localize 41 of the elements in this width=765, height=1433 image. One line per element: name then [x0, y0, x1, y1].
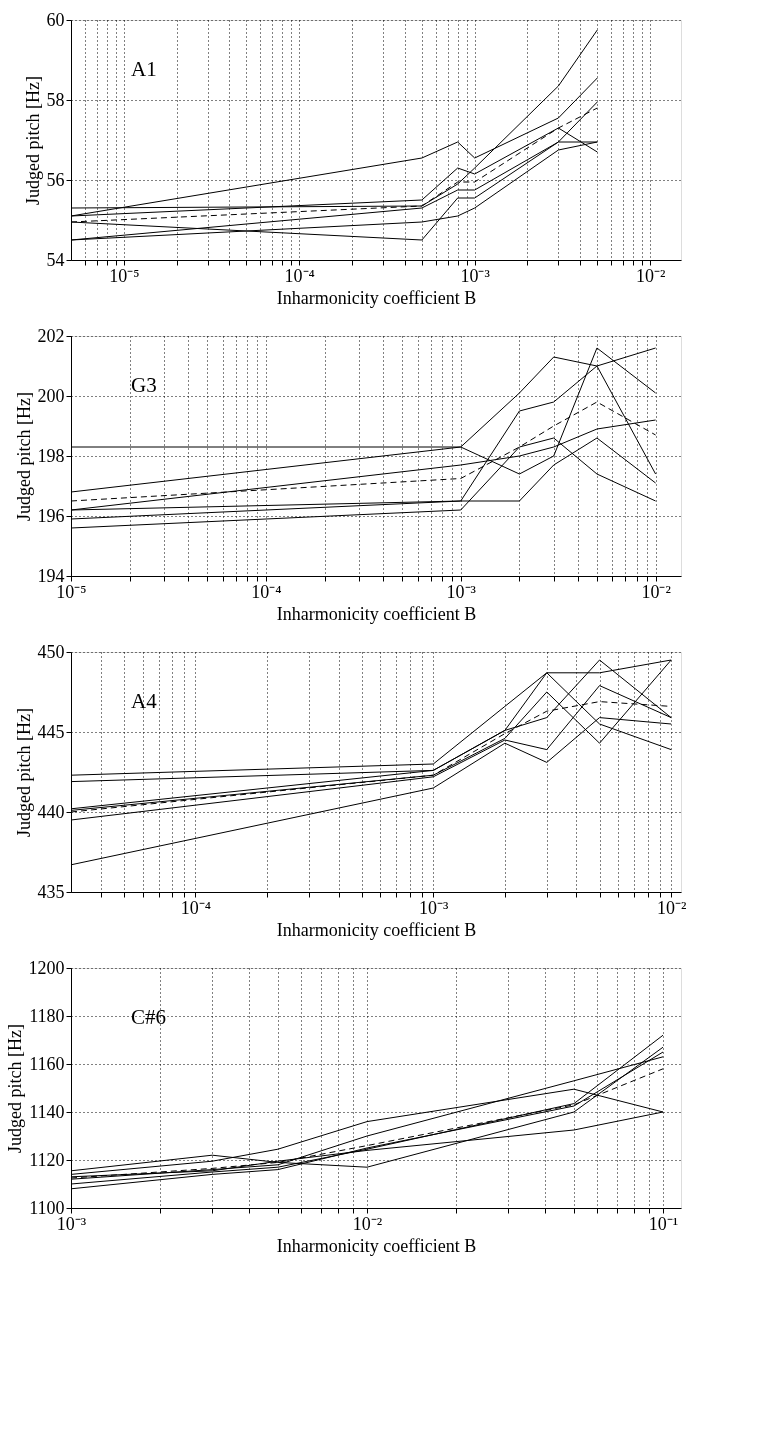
- x-tick-label: 10⁻³: [419, 897, 450, 918]
- y-tick-label: 1140: [29, 1101, 65, 1122]
- y-axis-title: Judged pitch [Hz]: [13, 392, 34, 521]
- y-tick-label: 56: [46, 169, 65, 190]
- y-tick-label: 445: [37, 721, 65, 742]
- x-tick-label: 10⁻³: [460, 265, 491, 286]
- x-tick-label: 10⁻⁴: [284, 265, 315, 286]
- x-axis-title: Inharmonicity coefficient B: [276, 603, 477, 624]
- x-tick-label: 10⁻⁴: [180, 897, 212, 918]
- x-axis-title: Inharmonicity coefficient B: [276, 287, 477, 308]
- annotation: C#6: [131, 1005, 167, 1029]
- x-tick-label: 10⁻⁴: [251, 581, 282, 602]
- y-axis-title: Judged pitch [Hz]: [13, 708, 34, 837]
- annotation: G3: [131, 373, 157, 397]
- x-tick-label: 10⁻²: [352, 1213, 383, 1234]
- y-tick-label: 1160: [29, 1053, 65, 1074]
- x-axis-title: Inharmonicity coefficient B: [276, 919, 477, 940]
- x-tick-label: 10⁻⁵: [109, 265, 140, 286]
- y-axis-title: Judged pitch [Hz]: [4, 1024, 25, 1153]
- x-tick-label: 10⁻²: [635, 265, 666, 286]
- x-tick-label: 10⁻¹: [648, 1213, 679, 1234]
- y-tick-label: 58: [46, 89, 65, 110]
- y-tick-label: 60: [46, 9, 65, 30]
- y-axis-title: Judged pitch [Hz]: [22, 76, 43, 205]
- y-tick-label: 450: [37, 641, 65, 662]
- annotation: A1: [131, 57, 157, 81]
- y-tick-label: 1200: [28, 957, 65, 978]
- y-tick-label: 54: [46, 249, 65, 270]
- y-tick-label: 200: [37, 385, 65, 406]
- y-tick-label: 196: [37, 505, 65, 526]
- y-tick-label: 202: [37, 325, 65, 346]
- y-tick-label: 198: [37, 445, 65, 466]
- y-tick-label: 435: [37, 881, 65, 902]
- y-tick-label: 1180: [29, 1005, 65, 1026]
- y-tick-label: 440: [37, 801, 65, 822]
- x-axis-title: Inharmonicity coefficient B: [276, 1235, 477, 1256]
- annotation: A4: [131, 689, 158, 713]
- x-tick-label: 10⁻²: [656, 897, 687, 918]
- x-tick-label: 10⁻²: [641, 581, 671, 602]
- y-tick-label: 1120: [29, 1149, 65, 1170]
- x-tick-label: 10⁻³: [446, 581, 477, 602]
